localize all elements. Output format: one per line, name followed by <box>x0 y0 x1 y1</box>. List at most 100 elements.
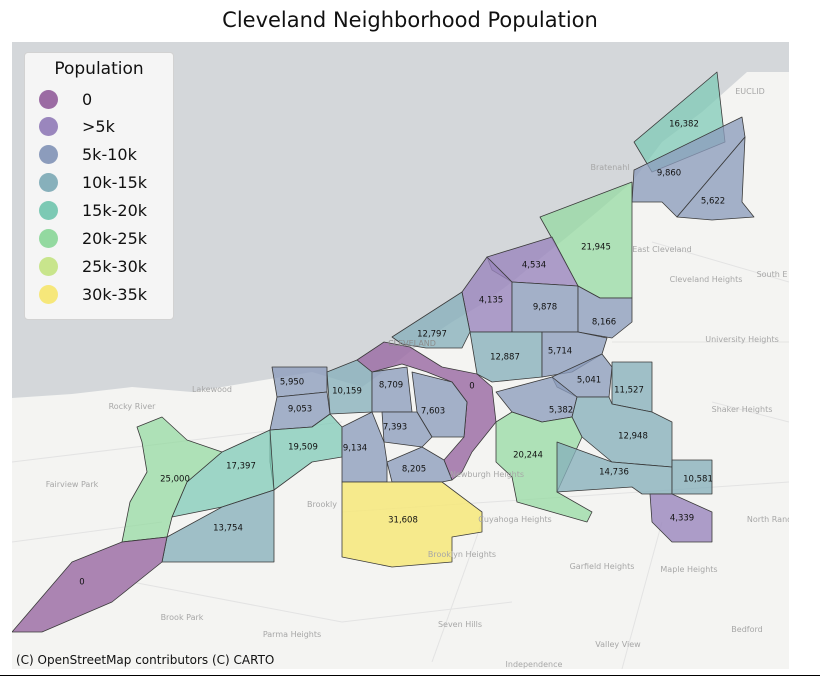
map-area[interactable]: CLEVELAND EUCLID East Cleveland Clevelan… <box>12 42 789 669</box>
place-newburgh-heights: Newburgh Heights <box>450 470 524 479</box>
legend-item-2: 5k-10k <box>39 143 137 165</box>
label-9134: 9,134 <box>343 444 367 454</box>
label-9860: 9,860 <box>657 169 681 179</box>
label-0-central: 0 <box>469 382 474 392</box>
legend-item-7: 30k-35k <box>39 283 147 305</box>
label-10159: 10,159 <box>332 387 362 397</box>
nb-31608[interactable] <box>341 481 483 568</box>
nb-12797[interactable] <box>391 291 471 349</box>
legend-swatch <box>39 256 58 276</box>
legend: Population 0 >5k 5k-10k 10k-15k 15k-20k … <box>24 52 174 320</box>
legend-label: 25k-30k <box>82 256 148 276</box>
label-14736: 14,736 <box>599 468 629 478</box>
place-seven-hills: Seven Hills <box>438 620 482 629</box>
legend-title: Population <box>54 59 144 79</box>
bottom-rule <box>0 675 820 676</box>
legend-item-3: 10k-15k <box>39 171 147 193</box>
place-labels: CLEVELAND EUCLID East Cleveland Clevelan… <box>46 87 789 669</box>
nb-5622[interactable] <box>676 136 755 221</box>
place-euclid: EUCLID <box>735 87 764 96</box>
label-12797: 12,797 <box>417 330 447 340</box>
legend-label: 20k-25k <box>82 228 148 248</box>
place-brook-park: Brook Park <box>161 613 204 622</box>
place-valley-view: Valley View <box>595 640 641 649</box>
place-independence: Independence <box>506 660 563 669</box>
label-21945: 21,945 <box>581 243 611 253</box>
place-south-euclid: South E <box>757 270 788 279</box>
attribution: (C) OpenStreetMap contributors (C) CARTO <box>16 653 275 667</box>
legend-swatch <box>39 116 58 136</box>
label-25000: 25,000 <box>160 475 190 485</box>
label-9053: 9,053 <box>288 405 312 415</box>
label-16382: 16,382 <box>669 120 699 130</box>
neighborhoods[interactable] <box>12 71 755 633</box>
place-parma-heights: Parma Heights <box>263 630 321 639</box>
place-university-heights: University Heights <box>705 335 779 344</box>
label-20244: 20,244 <box>513 451 543 461</box>
label-9878: 9,878 <box>533 303 557 313</box>
legend-item-6: 25k-30k <box>39 255 147 277</box>
place-brooklyn-heights: Brooklyn Heights <box>428 550 496 559</box>
legend-label: 5k-10k <box>82 144 137 164</box>
label-4135: 4,135 <box>479 296 503 306</box>
nb-20244[interactable] <box>495 411 593 523</box>
label-0-southwest: 0 <box>79 578 84 588</box>
label-8205: 8,205 <box>402 465 426 475</box>
lake-erie <box>12 42 789 398</box>
legend-item-1: >5k <box>39 115 115 137</box>
place-east-cleveland: East Cleveland <box>632 245 691 254</box>
label-31608: 31,608 <box>388 516 418 526</box>
label-5714: 5,714 <box>548 347 572 357</box>
legend-swatch <box>39 284 58 304</box>
label-12887: 12,887 <box>490 353 520 363</box>
place-cleveland-heights: Cleveland Heights <box>670 275 743 284</box>
label-8166: 8,166 <box>592 318 616 328</box>
label-5382: 5,382 <box>549 406 573 416</box>
nb-25000[interactable] <box>121 416 223 543</box>
legend-item-5: 20k-25k <box>39 227 147 249</box>
place-fairview-park: Fairview Park <box>46 480 99 489</box>
legend-label: 30k-35k <box>82 284 148 304</box>
place-maple-heights: Maple Heights <box>660 565 717 574</box>
map-canvas[interactable]: CLEVELAND EUCLID East Cleveland Clevelan… <box>12 42 789 669</box>
nb-0-central[interactable] <box>356 341 497 481</box>
place-bedford: Bedford <box>731 625 762 634</box>
legend-item-0: 0 <box>39 88 92 110</box>
place-cuyahoga-heights: Cuyahoga Heights <box>478 515 551 524</box>
legend-label: 15k-20k <box>82 200 148 220</box>
label-19509: 19,509 <box>288 443 318 453</box>
label-11527: 11,527 <box>614 386 644 396</box>
label-5622: 5,622 <box>701 197 725 207</box>
place-rocky-river: Rocky River <box>109 402 157 411</box>
label-4339: 4,339 <box>670 514 694 524</box>
label-8709: 8,709 <box>379 381 403 391</box>
label-12948: 12,948 <box>618 432 648 442</box>
nb-0-southwest[interactable] <box>12 536 168 633</box>
nb-12887[interactable] <box>469 331 543 383</box>
legend-swatch <box>39 144 58 164</box>
place-north-randall: North Randa <box>747 515 789 524</box>
label-7393: 7,393 <box>383 423 407 433</box>
legend-label: 0 <box>82 89 93 109</box>
label-13754: 13,754 <box>213 524 243 534</box>
label-5041: 5,041 <box>577 376 601 386</box>
place-garfield-heights: Garfield Heights <box>570 562 635 571</box>
legend-label: >5k <box>82 116 115 136</box>
legend-swatch <box>39 89 58 109</box>
legend-swatch <box>39 200 58 220</box>
nb-7393[interactable] <box>381 411 433 448</box>
map-title: Cleveland Neighborhood Population <box>222 8 598 32</box>
label-17397: 17,397 <box>226 462 256 472</box>
nb-4339[interactable] <box>649 493 713 543</box>
place-shaker-heights: Shaker Heights <box>712 405 773 414</box>
place-lakewood: Lakewood <box>192 385 232 394</box>
label-7603: 7,603 <box>421 407 445 417</box>
label-4534: 4,534 <box>522 261 546 271</box>
place-cleveland: CLEVELAND <box>388 339 436 348</box>
legend-swatch <box>39 228 58 248</box>
place-bratenahl: Bratenahl <box>590 163 629 172</box>
nb-10581[interactable] <box>671 459 713 495</box>
population-labels: 16,382 9,860 5,622 21,945 4,534 4,135 9,… <box>79 120 725 588</box>
nb-13754[interactable] <box>161 489 275 563</box>
place-brooklyn: Brookly <box>307 500 337 509</box>
